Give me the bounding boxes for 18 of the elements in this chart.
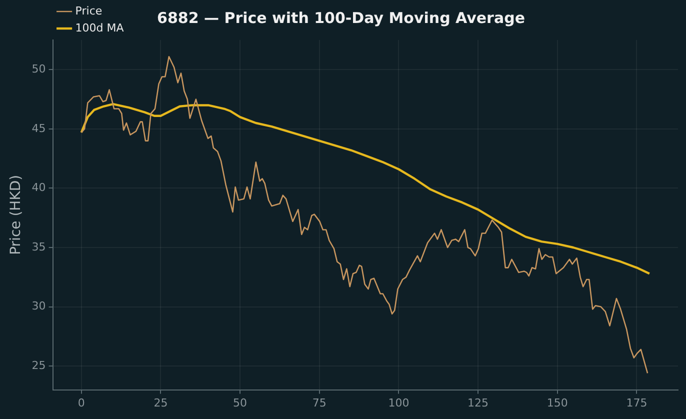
legend-label: Price [75, 4, 102, 18]
y-tick-label: 30 [32, 300, 46, 313]
y-axis-title: Price (HKD) [8, 174, 24, 255]
x-tick-label: 150 [546, 396, 568, 410]
y-tick-label: 45 [32, 122, 46, 135]
x-tick-label: 125 [468, 396, 489, 410]
y-tick-label: 40 [32, 181, 46, 194]
x-tick-label: 175 [626, 396, 648, 410]
x-tick-label: 75 [312, 396, 326, 410]
x-tick-label: 0 [78, 396, 85, 410]
y-tick-label: 25 [32, 358, 46, 372]
y-tick-label: 35 [32, 240, 46, 254]
x-tick-label: 25 [154, 396, 168, 410]
legend-label: 100d MA [75, 21, 124, 34]
y-tick-label: 50 [32, 62, 46, 76]
x-tick-label: 50 [233, 396, 248, 410]
chart-title: 6882 — Price with 100-Day Moving Average [157, 8, 525, 27]
x-tick-label: 100 [388, 396, 410, 410]
